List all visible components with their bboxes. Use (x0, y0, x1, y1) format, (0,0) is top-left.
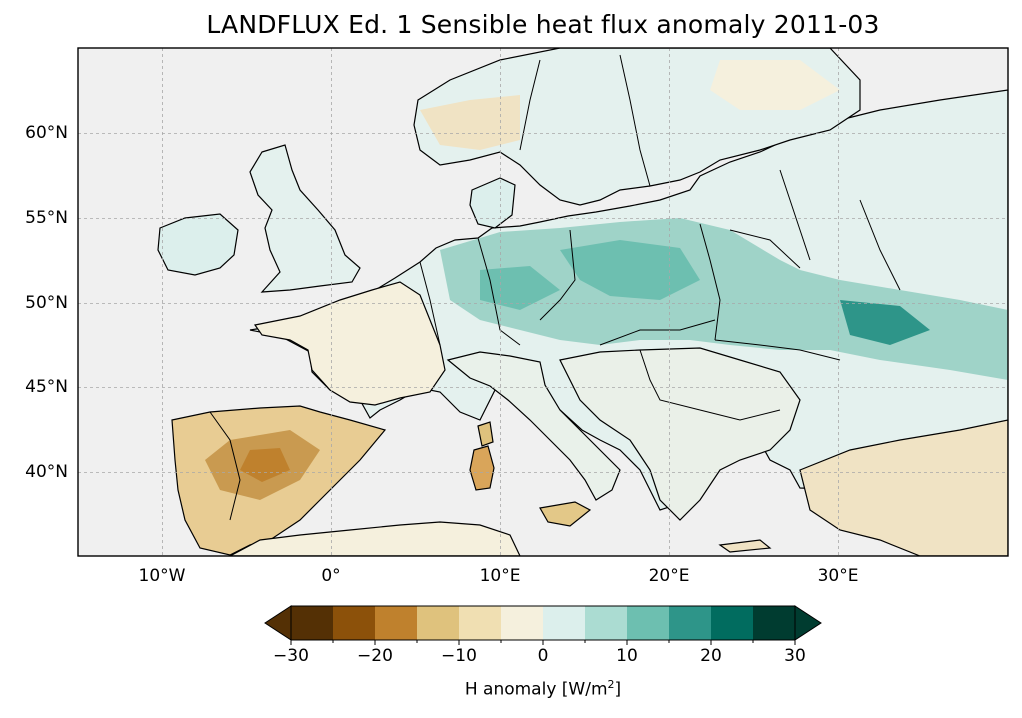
colorbar-segment (669, 606, 712, 640)
y-tick-label: 45°N (25, 377, 68, 397)
colorbar-segment (417, 606, 460, 640)
land-crete (718, 539, 772, 553)
land-denmark (469, 177, 516, 229)
colorbar-segment (333, 606, 376, 640)
colorbar-tick-label: 20 (700, 646, 722, 666)
land-sardinia (469, 445, 495, 491)
x-tick-label: 10°W (138, 566, 186, 586)
x-tick-label: 20°E (648, 566, 690, 586)
map-frame (77, 47, 1009, 557)
colorbar-tick-label: 0 (537, 646, 549, 666)
colorbar-label: H anomaly [W/m2] (464, 678, 622, 700)
colorbar-segment (501, 606, 544, 640)
x-tick-label: 0° (321, 566, 341, 586)
gridlines (78, 48, 1008, 556)
land-layer (157, 48, 1008, 556)
land-north-africa (229, 521, 521, 556)
colorbar-extend-min (264, 605, 292, 641)
colorbar-tick-label: −30 (273, 646, 309, 666)
colorbar-extend-max (794, 605, 822, 641)
colorbar (264, 605, 822, 645)
colorbar-tick-label: 10 (616, 646, 638, 666)
colorbar-segment (459, 606, 502, 640)
map-title: LANDFLUX Ed. 1 Sensible heat flux anomal… (206, 10, 880, 39)
land-balkans (559, 347, 801, 521)
colorbar-segment (627, 606, 670, 640)
country-borders (209, 54, 901, 521)
land-italy (446, 351, 621, 501)
land-france (253, 281, 446, 406)
x-tick-label: 30°E (817, 566, 859, 586)
land-corsica (477, 421, 494, 447)
y-tick-label: 60°N (25, 123, 68, 143)
y-tick-label: 55°N (25, 208, 68, 228)
colorbar-segment (375, 606, 418, 640)
colorbar-segment (711, 606, 754, 640)
colorbar-segment (291, 606, 334, 640)
colorbar-tick-label: 30 (784, 646, 806, 666)
y-tick-label: 50°N (25, 293, 68, 313)
colorbar-tick-label: −10 (441, 646, 477, 666)
land-turkey (799, 419, 1008, 556)
colorbar-tick-label: −20 (357, 646, 393, 666)
land-sicily (539, 501, 592, 527)
colorbar-segment (585, 606, 628, 640)
colorbar-segment (543, 606, 586, 640)
colorbar-segment (753, 606, 796, 640)
y-tick-label: 40°N (25, 462, 68, 482)
x-tick-label: 10°E (479, 566, 521, 586)
land-great-britain (249, 144, 361, 293)
land-ireland (157, 213, 239, 276)
